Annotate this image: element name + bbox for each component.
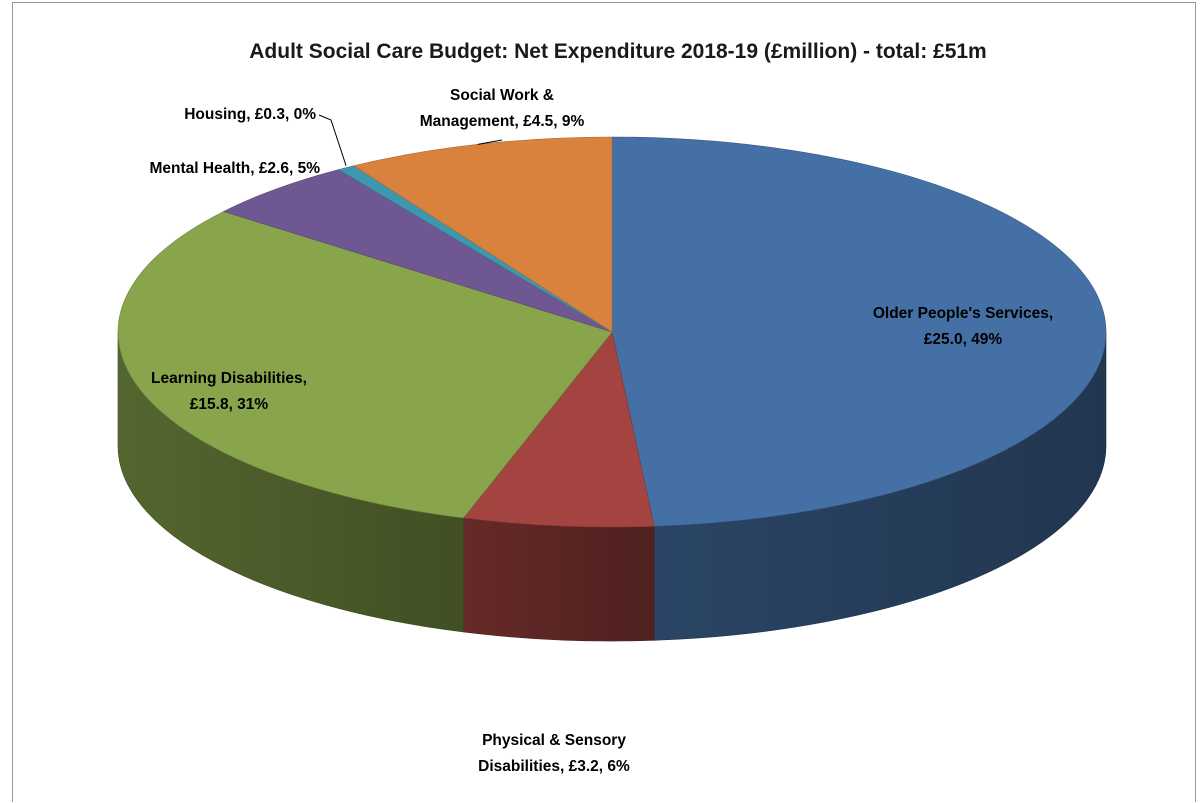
slice-label-5: Social Work & Management, £4.5, 9% — [420, 87, 585, 130]
slice-label-2: Learning Disabilities, £15.8, 31% — [151, 370, 307, 413]
chart-title: Adult Social Care Budget: Net Expenditur… — [249, 40, 986, 63]
pie-chart: Adult Social Care Budget: Net Expenditur… — [117, 40, 1107, 775]
leader-line-social-work — [477, 139, 503, 145]
pie-slice-3 — [222, 169, 613, 333]
pie-slice-1 — [462, 331, 655, 528]
chart-area: Adult Social Care Budget: Net Expenditur… — [12, 2, 1196, 802]
slice-label-4: Housing, £0.3, 0% — [184, 106, 316, 123]
pie-side-1 — [463, 517, 655, 642]
pie-slice-0 — [611, 136, 1107, 527]
slice-labels: Older People's Services, £25.0, 49% Physic… — [149, 87, 1053, 775]
pie-slice-2 — [117, 211, 613, 519]
slice-label-0: Older People's Services, £25.0, 49% — [873, 305, 1053, 348]
leader-lines — [318, 114, 503, 166]
slice-label-1: Physical & Sensory Disabilities, £3.2, 6% — [478, 732, 630, 775]
slice-label-3: Mental Health, £2.6, 5% — [149, 160, 320, 177]
leader-line-housing — [318, 114, 347, 166]
pie-tops — [117, 136, 1107, 528]
